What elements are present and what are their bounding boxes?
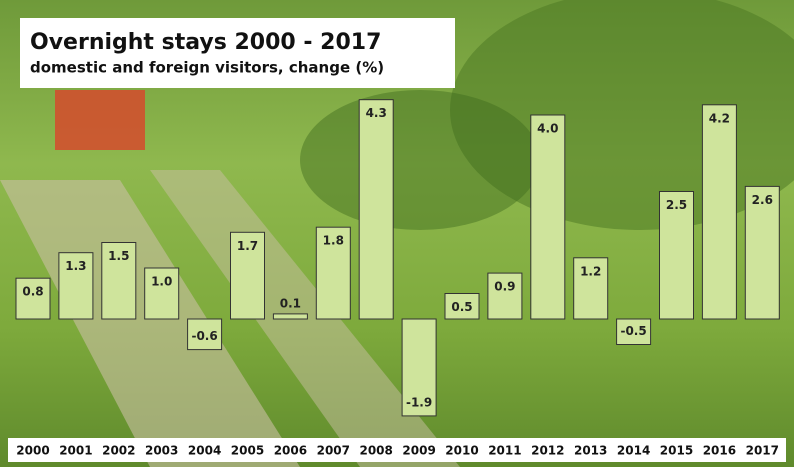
value-label: 1.8 bbox=[323, 234, 344, 248]
bar bbox=[101, 242, 137, 320]
path bbox=[0, 180, 300, 467]
value-label: -0.6 bbox=[191, 329, 217, 343]
value-label: 1.3 bbox=[65, 259, 86, 273]
bar bbox=[444, 293, 480, 320]
x-tick-label: 2009 bbox=[402, 444, 435, 458]
bar bbox=[744, 185, 780, 320]
category-strip bbox=[8, 438, 786, 462]
value-label: 1.0 bbox=[151, 275, 172, 289]
x-tick-label: 2005 bbox=[231, 444, 264, 458]
value-label: 4.0 bbox=[537, 122, 558, 136]
value-label: 2.6 bbox=[752, 193, 773, 207]
bar bbox=[530, 114, 566, 320]
value-label: -1.9 bbox=[406, 395, 432, 409]
bar bbox=[659, 191, 694, 320]
value-label: 2.5 bbox=[666, 198, 687, 212]
bar bbox=[272, 313, 308, 320]
bar bbox=[58, 252, 94, 320]
x-tick-label: 2015 bbox=[660, 444, 693, 458]
value-label: 1.2 bbox=[580, 264, 601, 278]
x-tick-label: 2000 bbox=[16, 444, 49, 458]
bar bbox=[401, 318, 437, 417]
x-tick-label: 2017 bbox=[746, 444, 779, 458]
x-tick-label: 2002 bbox=[102, 444, 135, 458]
bar bbox=[701, 104, 737, 320]
value-label: 4.3 bbox=[366, 106, 387, 120]
bar bbox=[15, 277, 51, 320]
bar bbox=[487, 272, 523, 320]
red-object bbox=[55, 90, 145, 150]
title-box bbox=[20, 18, 455, 88]
x-tick-label: 2008 bbox=[359, 444, 392, 458]
value-label: 0.8 bbox=[22, 285, 43, 299]
x-tick-label: 2001 bbox=[59, 444, 92, 458]
bar bbox=[144, 267, 180, 320]
bar bbox=[573, 257, 609, 320]
value-label: -0.5 bbox=[620, 324, 646, 338]
x-tick-label: 2011 bbox=[488, 444, 521, 458]
chart-title: Overnight stays 2000 - 2017 bbox=[30, 30, 381, 55]
bar bbox=[358, 99, 394, 320]
x-tick-label: 2004 bbox=[188, 444, 221, 458]
value-label: 1.5 bbox=[108, 249, 129, 263]
bar bbox=[315, 226, 351, 320]
bar bbox=[616, 318, 652, 345]
x-tick-label: 2016 bbox=[703, 444, 736, 458]
bar bbox=[230, 231, 265, 320]
x-tick-label: 2003 bbox=[145, 444, 178, 458]
chart-subtitle: domestic and foreign visitors, change (%… bbox=[30, 59, 384, 77]
value-label: 0.9 bbox=[494, 280, 515, 294]
x-tick-label: 2006 bbox=[274, 444, 307, 458]
x-tick-label: 2010 bbox=[445, 444, 478, 458]
value-label: 0.5 bbox=[451, 300, 472, 314]
x-tick-label: 2007 bbox=[317, 444, 350, 458]
value-label: 0.1 bbox=[280, 296, 301, 310]
x-tick-label: 2014 bbox=[617, 444, 650, 458]
x-tick-label: 2013 bbox=[574, 444, 607, 458]
tree bbox=[300, 90, 540, 230]
value-label: 4.2 bbox=[709, 111, 730, 125]
bar bbox=[187, 318, 223, 351]
x-tick-label: 2012 bbox=[531, 444, 564, 458]
value-label: 1.7 bbox=[237, 239, 258, 253]
